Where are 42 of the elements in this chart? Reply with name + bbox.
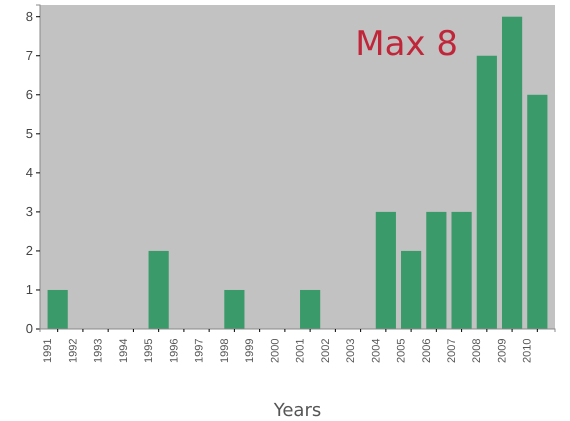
x-tick-label: 2001 <box>294 338 307 363</box>
bar <box>502 16 522 329</box>
x-tick-label: 2009 <box>496 338 508 363</box>
y-tick-label: 8 <box>26 8 33 24</box>
x-tick-label: 1993 <box>92 338 105 363</box>
x-tick-label: 1995 <box>143 338 156 363</box>
x-tick-label: 1992 <box>67 338 80 363</box>
bar <box>451 212 472 329</box>
x-tick-label: 2004 <box>370 338 382 363</box>
x-tick-label: 1991 <box>42 338 54 363</box>
y-tick-label: 1 <box>26 282 33 298</box>
x-tick-label: 1999 <box>244 338 256 363</box>
y-tick-label: 4 <box>26 165 33 180</box>
annotation: Max 8 <box>355 24 458 64</box>
y-tick-label: 6 <box>26 86 33 102</box>
y-tick-label: 7 <box>26 48 33 63</box>
x-tick-label: 2002 <box>320 338 332 363</box>
x-axis-title: Years <box>272 400 322 421</box>
y-tick-label: 3 <box>26 204 33 220</box>
y-tick-label: 0 <box>26 321 33 336</box>
x-tick-label: 2003 <box>345 338 358 363</box>
bar <box>426 212 446 329</box>
bar <box>476 56 497 329</box>
x-tick-label: 1994 <box>118 338 130 363</box>
x-tick-label: 2005 <box>396 338 408 363</box>
bar <box>148 250 169 329</box>
y-tick-label: 2 <box>26 243 33 258</box>
bar <box>401 250 422 329</box>
bar <box>300 290 320 329</box>
bar <box>376 212 396 329</box>
bar <box>48 290 68 329</box>
x-tick-label: 1996 <box>168 338 180 363</box>
x-tick-label: 1998 <box>218 338 231 363</box>
x-tick-label: 2010 <box>522 338 534 363</box>
x-tick-label: 1997 <box>194 338 206 363</box>
bar <box>224 290 244 329</box>
x-tick-label: 2007 <box>446 338 458 363</box>
x-tick-label: 2006 <box>420 338 433 363</box>
y-tick-label: 5 <box>26 126 33 141</box>
x-tick-label: 2008 <box>471 338 484 363</box>
x-tick-label: 2000 <box>269 338 282 363</box>
bar <box>527 94 548 329</box>
